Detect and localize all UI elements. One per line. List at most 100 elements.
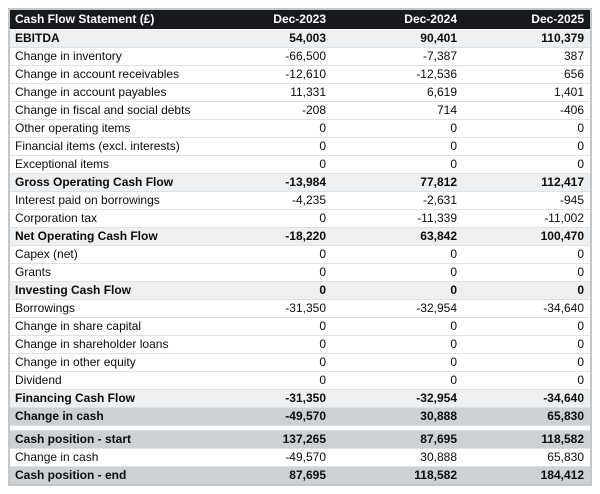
row-value: -49,570 bbox=[201, 447, 332, 466]
cash-flow-table: Cash Flow Statement (£) Dec-2023 Dec-202… bbox=[10, 10, 590, 484]
row-value: -12,610 bbox=[201, 64, 332, 83]
table-row: Cash position - start 137,265 87,695 118,58… bbox=[10, 429, 590, 448]
row-value: 6,619 bbox=[332, 82, 463, 101]
row-value: 0 bbox=[332, 244, 463, 263]
table-row: Exceptional items 0 0 0 bbox=[10, 154, 590, 173]
row-label: EBITDA bbox=[15, 31, 60, 45]
row-label: Change in other equity bbox=[10, 352, 201, 371]
table-row: Change in fiscal and social debts -208 714… bbox=[10, 100, 590, 119]
row-label: Investing Cash Flow bbox=[10, 280, 201, 299]
row-value: 0 bbox=[463, 280, 590, 299]
row-value: -31,350 bbox=[201, 388, 332, 407]
table-row: Change in cash -49,570 30,888 65,830 bbox=[10, 447, 590, 466]
row-value: -34,640 bbox=[463, 388, 590, 407]
row-value: 387 bbox=[463, 46, 590, 65]
table-row: Change in cash -49,570 30,888 65,830 bbox=[10, 406, 590, 425]
row-label: Change in cash bbox=[10, 406, 201, 425]
table-row: Change in account payables 11,331 6,619 1,4… bbox=[10, 82, 590, 101]
row-value: 0 bbox=[332, 280, 463, 299]
separator-cell bbox=[10, 424, 590, 430]
column-header-dec-2024: Dec-2024 bbox=[332, 10, 463, 30]
row-label: Change in shareholder loans bbox=[10, 334, 201, 353]
table-body: EBITDA 54,003 90,401 110,379 Change in inven… bbox=[10, 29, 590, 484]
row-value: -13,984 bbox=[201, 172, 332, 191]
row-value: 137,265 bbox=[201, 429, 332, 448]
row-value: -66,500 bbox=[201, 46, 332, 65]
row-label: Change in inventory bbox=[10, 46, 201, 65]
row-label: Change in account payables bbox=[10, 82, 201, 101]
row-value: 0 bbox=[463, 118, 590, 137]
row-value: 100,470 bbox=[463, 226, 590, 245]
row-value: 0 bbox=[332, 316, 463, 335]
row-label: Change in account receivables bbox=[10, 64, 201, 83]
table-row: Change in shareholder loans 0 0 0 bbox=[10, 334, 590, 353]
column-header-dec-2023: Dec-2023 bbox=[201, 10, 332, 30]
row-value: 112,417 bbox=[463, 172, 590, 191]
table-row: Interest paid on borrowings -4,235 -2,631-… bbox=[10, 190, 590, 209]
row-label: Other operating items bbox=[10, 118, 201, 137]
table-row: Change in share capital 0 0 0 bbox=[10, 316, 590, 335]
row-value: 0 bbox=[463, 352, 590, 371]
row-value: 118,582 bbox=[463, 429, 590, 448]
row-value: 0 bbox=[201, 208, 332, 227]
separator-row bbox=[10, 424, 590, 430]
row-value: 65,830 bbox=[463, 406, 590, 425]
table-row: Change in account receivables -12,610 -12,… bbox=[10, 64, 590, 83]
cash-flow-statement-table: Cash Flow Statement (£) Dec-2023 Dec-202… bbox=[8, 8, 592, 486]
row-value: 54,003 bbox=[289, 31, 326, 45]
row-value: 0 bbox=[201, 280, 332, 299]
row-label: Change in cash bbox=[10, 447, 201, 466]
row-value: -7,387 bbox=[332, 46, 463, 65]
row-label: Cash position - start bbox=[10, 429, 201, 448]
row-value: 87,695 bbox=[201, 465, 332, 484]
row-value: 0 bbox=[332, 154, 463, 173]
row-value: 30,888 bbox=[332, 447, 463, 466]
row-value: 0 bbox=[463, 262, 590, 281]
row-value: -34,640 bbox=[463, 298, 590, 317]
row-value: 110,379 bbox=[541, 31, 584, 45]
row-value: 0 bbox=[463, 316, 590, 335]
row-value: 118,582 bbox=[332, 465, 463, 484]
table-row: Gross Operating Cash Flow -13,984 77,812 11… bbox=[10, 172, 590, 191]
row-label: Gross Operating Cash Flow bbox=[10, 172, 201, 191]
row-value: 90,401 bbox=[420, 31, 457, 45]
row-value: 0 bbox=[201, 118, 332, 137]
row-value: -32,954 bbox=[332, 388, 463, 407]
table-row: Net Operating Cash Flow -18,220 63,842 100,… bbox=[10, 226, 590, 245]
row-value: -12,536 bbox=[332, 64, 463, 83]
table-row: Borrowings -31,350 -32,954 -34,640 bbox=[10, 298, 590, 317]
row-value: 0 bbox=[332, 136, 463, 155]
row-value: 0 bbox=[463, 244, 590, 263]
row-value: -2,631 bbox=[332, 190, 463, 209]
row-value: -32,954 bbox=[332, 298, 463, 317]
row-label: Capex (net) bbox=[10, 244, 201, 263]
table-row: Investing Cash Flow 0 0 0 bbox=[10, 280, 590, 299]
table-row: Cash position - end 87,695 118,582 184,412 bbox=[10, 465, 590, 484]
row-label: Change in fiscal and social debts bbox=[10, 100, 201, 119]
row-value: 0 bbox=[201, 262, 332, 281]
row-label: Dividend bbox=[10, 370, 201, 389]
row-value: -11,339 bbox=[332, 208, 463, 227]
row-value: 30,888 bbox=[332, 406, 463, 425]
table-header-row: Cash Flow Statement (£) Dec-2023 Dec-202… bbox=[10, 10, 590, 30]
row-value: 0 bbox=[201, 154, 332, 173]
row-label: Borrowings bbox=[10, 298, 201, 317]
table-row: EBITDA 54,003 90,401 110,379 bbox=[10, 29, 590, 47]
table-row: Financial items (excl. interests) 0 0 0 bbox=[10, 136, 590, 155]
row-value: 0 bbox=[332, 334, 463, 353]
row-value: -49,570 bbox=[201, 406, 332, 425]
row-value: 63,842 bbox=[332, 226, 463, 245]
row-value: 0 bbox=[201, 244, 332, 263]
row-value: 0 bbox=[463, 334, 590, 353]
row-label: Financing Cash Flow bbox=[10, 388, 201, 407]
row-value: 714 bbox=[332, 100, 463, 119]
row-label: Cash position - end bbox=[10, 465, 201, 484]
row-label: Net Operating Cash Flow bbox=[10, 226, 201, 245]
row-value: 0 bbox=[332, 370, 463, 389]
table-row: Grants 0 0 0 bbox=[10, 262, 590, 281]
row-label: Change in share capital bbox=[10, 316, 201, 335]
row-value: 77,812 bbox=[332, 172, 463, 191]
column-header-dec-2025: Dec-2025 bbox=[463, 10, 590, 30]
row-label: Corporation tax bbox=[10, 208, 201, 227]
row-label: Exceptional items bbox=[10, 154, 201, 173]
